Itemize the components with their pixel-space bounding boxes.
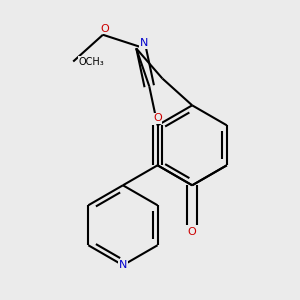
Text: O: O xyxy=(100,24,109,34)
Text: N: N xyxy=(119,260,127,270)
Text: OCH₃: OCH₃ xyxy=(78,56,104,67)
Text: O: O xyxy=(188,227,197,238)
Text: O: O xyxy=(153,113,162,123)
Text: N: N xyxy=(140,38,148,48)
